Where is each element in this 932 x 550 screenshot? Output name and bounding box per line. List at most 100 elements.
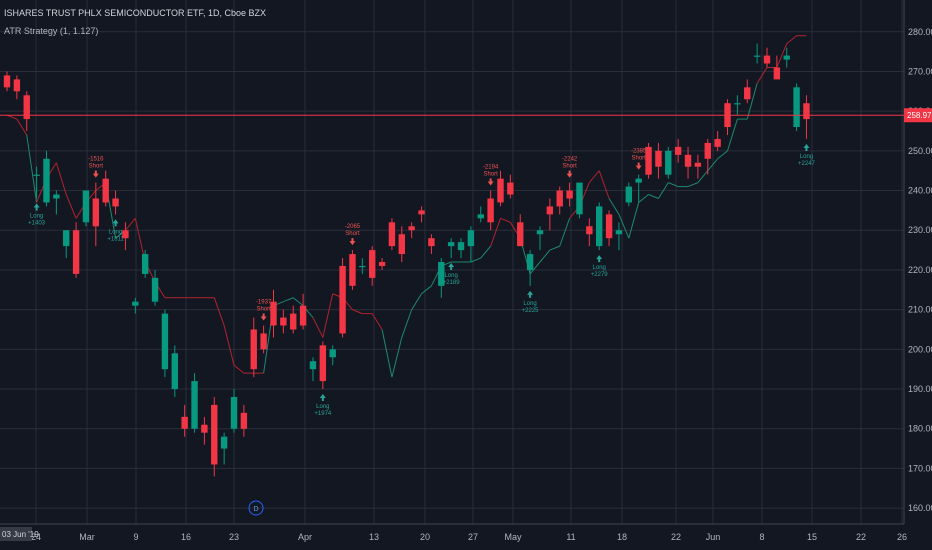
long-signal[interactable]: Long+2247 bbox=[798, 143, 816, 167]
candle[interactable] bbox=[102, 170, 109, 207]
candle[interactable] bbox=[161, 309, 169, 378]
candle[interactable] bbox=[477, 206, 484, 223]
candle[interactable] bbox=[240, 404, 248, 437]
candle[interactable] bbox=[586, 218, 593, 247]
candle[interactable] bbox=[388, 218, 396, 251]
candle[interactable] bbox=[13, 75, 21, 100]
candle[interactable] bbox=[605, 210, 613, 247]
candle[interactable] bbox=[635, 174, 642, 203]
candle[interactable] bbox=[359, 258, 366, 274]
candle[interactable] bbox=[526, 250, 534, 286]
short-signal[interactable]: Short-2242 bbox=[562, 157, 578, 178]
candle[interactable] bbox=[112, 190, 119, 215]
candle[interactable] bbox=[576, 182, 583, 219]
candle[interactable] bbox=[734, 95, 741, 116]
candle[interactable] bbox=[447, 238, 455, 259]
candle[interactable] bbox=[63, 230, 70, 259]
candle[interactable] bbox=[665, 146, 672, 179]
candle[interactable] bbox=[132, 297, 139, 314]
candle[interactable] bbox=[744, 79, 751, 104]
candle[interactable] bbox=[596, 202, 603, 251]
price-axis-panel[interactable] bbox=[904, 0, 932, 550]
candle[interactable] bbox=[438, 258, 445, 298]
candle[interactable] bbox=[339, 258, 346, 338]
candle[interactable] bbox=[517, 214, 524, 247]
candle[interactable] bbox=[536, 226, 544, 251]
candle[interactable] bbox=[191, 373, 198, 433]
candle[interactable] bbox=[753, 43, 761, 64]
candle[interactable] bbox=[349, 250, 356, 290]
candle[interactable] bbox=[566, 182, 573, 207]
indicator-legend[interactable]: ATR Strategy (1, 1.127) bbox=[4, 26, 98, 36]
candle[interactable] bbox=[151, 269, 159, 306]
candle[interactable] bbox=[230, 389, 238, 433]
candle[interactable] bbox=[645, 142, 652, 179]
candle[interactable] bbox=[122, 222, 129, 251]
candle[interactable] bbox=[378, 258, 386, 270]
candle[interactable] bbox=[694, 154, 702, 179]
candle[interactable] bbox=[556, 186, 563, 215]
candle[interactable] bbox=[280, 309, 287, 334]
short-signal[interactable]: Short-2194 bbox=[483, 165, 499, 186]
candle[interactable] bbox=[201, 416, 208, 445]
candle[interactable] bbox=[615, 222, 623, 251]
short-signal[interactable]: Short-2065 bbox=[345, 224, 361, 246]
short-signal[interactable]: Short-2385 bbox=[631, 149, 647, 170]
candle[interactable] bbox=[803, 95, 810, 139]
candle[interactable] bbox=[181, 404, 188, 437]
candle[interactable] bbox=[290, 305, 297, 334]
candle[interactable] bbox=[171, 345, 178, 397]
long-signal[interactable]: Long+2279 bbox=[591, 255, 609, 278]
candle[interactable] bbox=[260, 325, 267, 354]
candle[interactable] bbox=[714, 131, 721, 151]
candle[interactable] bbox=[428, 234, 435, 255]
candle[interactable] bbox=[72, 222, 80, 278]
short-signal[interactable]: Short-1937 bbox=[256, 300, 272, 321]
candle[interactable] bbox=[250, 317, 257, 378]
time-axis-panel[interactable] bbox=[0, 524, 932, 550]
candle[interactable] bbox=[319, 341, 327, 390]
candle[interactable] bbox=[507, 174, 514, 199]
candle[interactable] bbox=[368, 246, 376, 286]
candle[interactable] bbox=[684, 146, 692, 179]
candle[interactable] bbox=[299, 293, 307, 330]
long-signal[interactable]: Long+1974 bbox=[314, 394, 332, 417]
candle[interactable] bbox=[141, 250, 149, 278]
candle[interactable] bbox=[783, 47, 790, 68]
candle[interactable] bbox=[724, 99, 731, 135]
candle[interactable] bbox=[408, 222, 415, 239]
candle[interactable] bbox=[793, 83, 800, 131]
long-signal[interactable]: Long+2225 bbox=[522, 290, 540, 314]
candle[interactable] bbox=[33, 166, 40, 199]
candle[interactable] bbox=[546, 198, 554, 231]
candle[interactable] bbox=[211, 396, 218, 477]
candle[interactable] bbox=[625, 182, 633, 207]
candle[interactable] bbox=[418, 206, 425, 223]
dividend-marker-icon[interactable] bbox=[248, 500, 264, 516]
long-signal[interactable]: Long+1811 bbox=[107, 219, 124, 242]
candle[interactable] bbox=[487, 190, 494, 231]
candle[interactable] bbox=[704, 138, 711, 175]
candle[interactable] bbox=[270, 289, 277, 338]
candle[interactable] bbox=[220, 432, 228, 465]
candle[interactable] bbox=[763, 47, 771, 68]
short-signal[interactable]: Short-1516 bbox=[88, 157, 104, 178]
candle[interactable] bbox=[23, 91, 30, 131]
candle[interactable] bbox=[43, 150, 50, 207]
candle[interactable] bbox=[497, 170, 504, 207]
chart-title[interactable]: ISHARES TRUST PHLX SEMICONDUCTOR ETF, 1D… bbox=[4, 8, 266, 18]
long-signal[interactable]: Long+2189 bbox=[443, 263, 461, 286]
candle[interactable] bbox=[467, 226, 475, 262]
candle[interactable] bbox=[674, 138, 682, 163]
candle[interactable] bbox=[398, 226, 405, 262]
candle[interactable] bbox=[92, 182, 100, 247]
candle[interactable] bbox=[309, 357, 317, 382]
candle[interactable] bbox=[53, 190, 60, 215]
long-signal[interactable]: Long+1403 bbox=[28, 203, 46, 226]
candle[interactable] bbox=[82, 190, 90, 227]
candle[interactable] bbox=[773, 55, 781, 80]
candle[interactable] bbox=[329, 345, 336, 366]
candle[interactable] bbox=[655, 142, 662, 179]
candle[interactable] bbox=[3, 71, 11, 92]
